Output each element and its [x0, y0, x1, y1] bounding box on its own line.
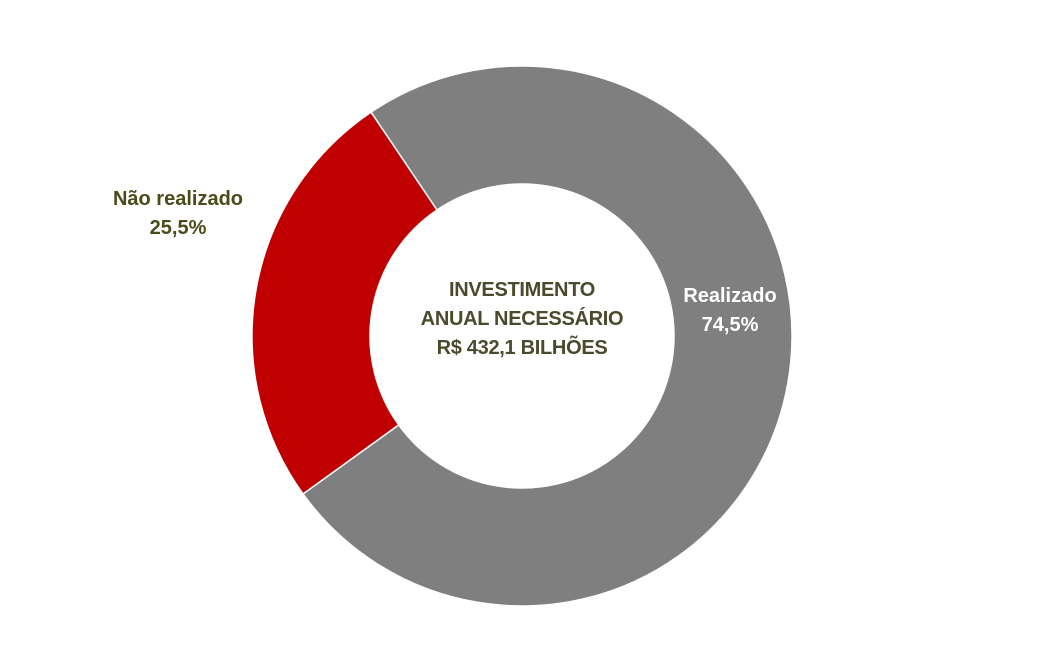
- slice-label-nao-realizado-value: 25,5%: [150, 217, 207, 239]
- donut-slice-realizado: [301, 65, 793, 607]
- center-text-line-1: INVESTIMENTO: [449, 279, 595, 301]
- slice-label-nao-realizado-name: Não realizado: [113, 188, 243, 210]
- center-text-line-3: R$ 432,1 BILHÕES: [437, 335, 608, 359]
- center-text-line-2: ANUAL NECESSÁRIO: [421, 307, 624, 330]
- slice-label-realizado-name: Realizado: [683, 285, 776, 307]
- donut-slices: [251, 65, 793, 607]
- donut-slice-n-o-realizado: [251, 111, 439, 495]
- slice-label-realizado: Realizado 74,5%: [683, 285, 776, 336]
- slice-label-realizado-value: 74,5%: [702, 314, 759, 336]
- slice-label-nao-realizado: Não realizado 25,5%: [113, 188, 243, 239]
- center-text: INVESTIMENTO ANUAL NECESSÁRIO R$ 432,1 B…: [421, 279, 624, 359]
